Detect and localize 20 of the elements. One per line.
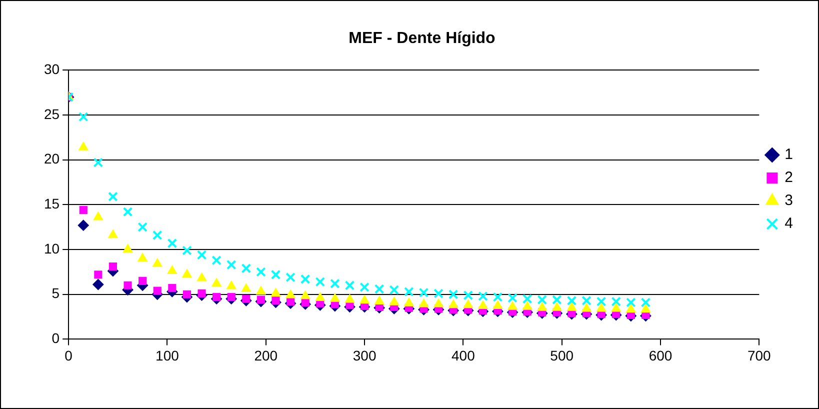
x-tick-label: 500 xyxy=(550,347,574,364)
y-tick-label: 20 xyxy=(44,150,60,167)
x-tick-label: 600 xyxy=(648,347,672,364)
y-tick-label: 15 xyxy=(44,196,60,212)
x-tick-label: 700 xyxy=(747,347,772,364)
chart-title: MEF - Dente Hígido xyxy=(348,30,496,48)
y-tick-label: 5 xyxy=(52,285,60,302)
y-tick-label: 25 xyxy=(44,106,60,122)
x-tick-label: 100 xyxy=(156,347,180,364)
legend-label: 2 xyxy=(784,169,793,186)
y-tick-label: 30 xyxy=(44,61,60,78)
x-tick-label: 200 xyxy=(254,347,278,364)
legend-label: 3 xyxy=(784,192,793,210)
y-tick-label: 0 xyxy=(52,330,60,346)
legend-label: 1 xyxy=(784,146,793,164)
y-tick-label: 10 xyxy=(44,240,60,256)
x-tick-label: 0 xyxy=(64,347,73,364)
x-tick-label: 400 xyxy=(452,347,476,364)
legend-label: 4 xyxy=(784,215,793,232)
x-tick-label: 300 xyxy=(352,347,376,364)
